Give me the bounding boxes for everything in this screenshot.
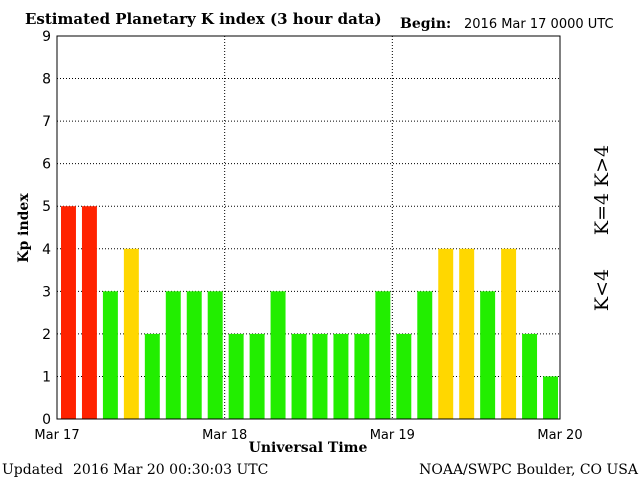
kp-bar [249, 333, 265, 419]
kp-bar [375, 291, 391, 419]
x-tick-label: Mar 17 [34, 428, 79, 443]
kp-bar [123, 248, 139, 419]
kp-bar [501, 248, 517, 419]
kp-bar [291, 333, 307, 419]
y-tick-label: 4 [42, 242, 51, 258]
begin-label: Begin: [400, 16, 451, 32]
updated-label: Updated [2, 462, 63, 478]
y-tick-label: 9 [42, 29, 51, 45]
kp-bar [144, 333, 160, 419]
y-tick-label: 5 [42, 199, 51, 215]
grid-layer [57, 35, 560, 419]
kp-bar [543, 376, 558, 419]
kp-bar [312, 333, 328, 419]
bars-layer [61, 206, 558, 419]
source-credit: NOAA/SWPC Boulder, CO USA [419, 462, 639, 478]
updated-value: 2016 Mar 20 00:30:03 UTC [73, 462, 268, 478]
kp-bar [522, 333, 538, 419]
kp-bar [333, 333, 349, 419]
legend-mid: K=4 [591, 193, 613, 235]
kp-bar [81, 206, 97, 419]
begin-value: 2016 Mar 17 0000 UTC [464, 17, 614, 32]
y-tick-labels: 0 1 2 3 4 5 6 7 8 9 [42, 29, 51, 428]
x-tick-label: Mar 19 [370, 428, 415, 443]
plot-frame [56, 35, 561, 420]
y-axis-label: Kp index [16, 193, 32, 263]
x-tick-label: Mar 18 [202, 428, 247, 443]
y-tick-label: 6 [42, 157, 51, 173]
kp-bar [354, 333, 370, 419]
y-tick-label: 8 [42, 72, 51, 88]
plot-border [56, 35, 561, 420]
legend-high: K>4 [591, 145, 613, 187]
kp-bar [102, 291, 118, 419]
kp-bar [207, 291, 223, 419]
x-tick-labels: Mar 17 Mar 18 Mar 19 Mar 20 [34, 428, 582, 443]
kp-bar [417, 291, 433, 419]
kp-bar [438, 248, 454, 419]
y-tick-label: 3 [42, 284, 51, 300]
x-axis-label: Universal Time [249, 440, 368, 456]
kp-bar [61, 206, 76, 419]
kp-bar [396, 333, 412, 419]
y-tick-label: 1 [42, 369, 51, 385]
kp-bar [165, 291, 181, 419]
y-tick-label: 0 [42, 412, 51, 428]
y-tick-label: 7 [42, 114, 51, 130]
legend-low: K<4 [591, 269, 613, 311]
chart-title: Estimated Planetary K index (3 hour data… [25, 10, 382, 28]
x-tick-label: Mar 20 [537, 428, 582, 443]
kp-bar [480, 291, 496, 419]
kp-bar [228, 333, 244, 419]
kp-bar [270, 291, 286, 419]
kp-bar [459, 248, 475, 419]
y-tick-label: 2 [42, 327, 51, 343]
kp-bar [186, 291, 202, 419]
